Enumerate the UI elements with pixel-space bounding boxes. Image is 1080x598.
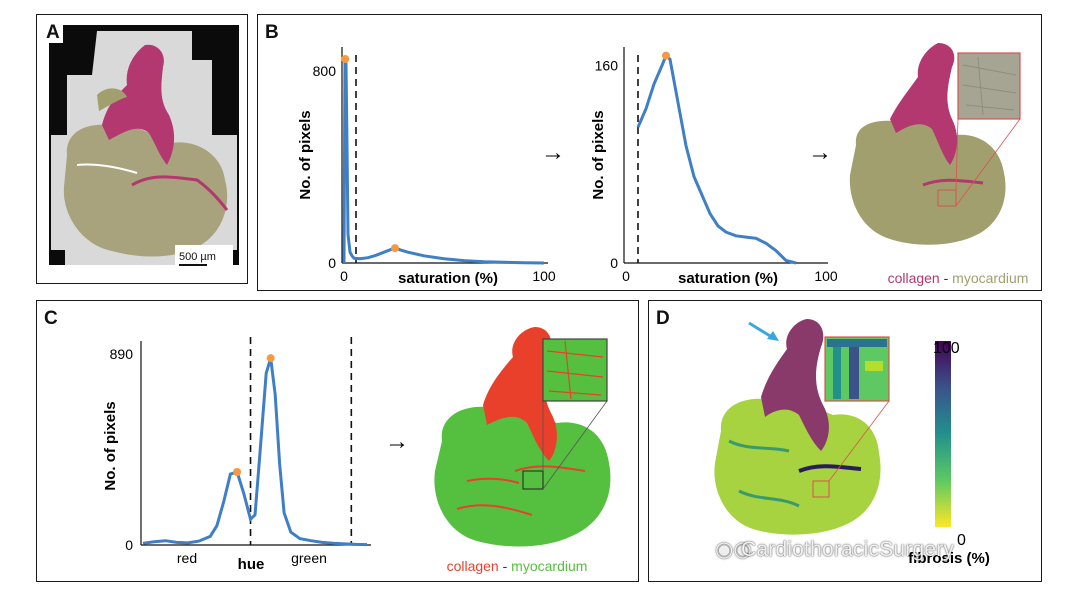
c-y-label: No. of pixels — [102, 401, 119, 490]
tissue-image-a: 500 µm — [49, 25, 239, 267]
c-peak-marker-1 — [233, 467, 242, 476]
panel-d: D 100 0 fi — [648, 300, 1042, 582]
b-roi-box — [937, 189, 957, 207]
d-arrow-icon — [767, 331, 779, 341]
d-roi-box — [812, 480, 830, 498]
c-legend: collagen - myocardium — [447, 558, 588, 574]
fibrosis-map — [714, 319, 890, 535]
b2-x-label: saturation (%) — [678, 270, 778, 287]
colorbar-min: 0 — [957, 532, 966, 549]
watermark-text: CardiothoracicSurgery — [741, 538, 955, 561]
d-moderate-fibrosis — [728, 439, 800, 508]
c-category-red: red — [177, 550, 197, 566]
b-roi-connector-2 — [955, 118, 1021, 207]
b2-y-label: No. of pixels — [590, 110, 607, 199]
panel-b: B 0 800 0 100 saturation (%) No. of pixe… — [257, 14, 1042, 291]
myocardium-patch — [97, 88, 127, 111]
arrow-b-2: → — [808, 139, 832, 166]
chart-b-left: 0 800 0 100 saturation (%) No. of pixels — [297, 47, 556, 287]
d-myocardium-map — [714, 397, 881, 535]
b1-peak-marker-2 — [391, 244, 399, 253]
tissue-image-c: collagen - myocardium — [434, 327, 611, 574]
d-zoom-cell — [849, 341, 859, 399]
b-collagen — [890, 43, 958, 165]
scale-bar-box — [175, 245, 233, 267]
b1-xtick-100: 100 — [532, 268, 556, 284]
colorbar-max: 100 — [933, 340, 960, 357]
c-roi-connector-2 — [542, 400, 608, 490]
b1-ytick-800: 800 — [313, 63, 337, 79]
b-zoom-texture — [962, 56, 1017, 116]
c-peak-marker-2 — [266, 354, 275, 363]
d-dense-fibrosis — [798, 464, 862, 473]
b2-ytick-160: 160 — [595, 58, 619, 74]
colorbar-label: fibrosis (%) — [908, 550, 990, 567]
b1-peak-marker-1 — [341, 55, 350, 63]
b-roi-connector-1 — [955, 118, 959, 191]
b2-ytick-0: 0 — [610, 255, 618, 271]
panel-a: A 500 µm — [36, 14, 248, 284]
collagen-tissue — [102, 44, 175, 166]
collagen-strand — [131, 175, 229, 211]
b1-series-line — [342, 58, 545, 265]
panel-b-label: B — [262, 23, 282, 43]
b1-y-label: No. of pixels — [297, 110, 314, 199]
d-collagen-masked — [761, 319, 829, 451]
b1-x-label: saturation (%) — [398, 270, 498, 287]
b-collagen-strand — [922, 178, 984, 187]
watermark: ◉◉CardiothoracicSurgery — [715, 537, 954, 562]
b1-xtick-0: 0 — [340, 268, 348, 284]
c-collagen-strands — [456, 465, 586, 516]
c-legend-myocardium: myocardium — [511, 558, 587, 574]
panel-d-label: D — [653, 309, 673, 329]
arrow-b-1: → — [541, 139, 565, 166]
colorbar — [935, 341, 951, 527]
chart-b-middle: 0 160 0 100 saturation (%) No. of pixels — [590, 47, 838, 287]
c-ytick-0: 0 — [125, 537, 133, 553]
panel-c-label: C — [41, 309, 61, 329]
tissue-crack — [76, 163, 138, 174]
tissue-image-b: collagen - myocardium — [849, 43, 1029, 286]
d-zoom-cell — [827, 339, 887, 347]
wechat-icon: ◉◉ — [715, 538, 753, 561]
b2-xtick-100: 100 — [814, 268, 838, 284]
c-x-label: hue — [238, 556, 265, 573]
scale-bar-text: 500 µm — [179, 251, 216, 263]
b-legend-sep: - — [940, 270, 952, 286]
c-legend-collagen: collagen — [447, 558, 499, 574]
c-legend-sep: - — [499, 558, 511, 574]
c-roi-box — [522, 470, 544, 490]
d-roi-connector — [828, 400, 890, 482]
panel-c-svg: 0 890 red green hue No. of pixels → coll… — [102, 327, 611, 574]
b-legend: collagen - myocardium — [888, 270, 1029, 286]
b1-ytick-0: 0 — [328, 255, 336, 271]
b-legend-myocardium: myocardium — [952, 270, 1028, 286]
d-zoom-cell — [833, 339, 841, 399]
c-zoom-texture — [546, 340, 604, 400]
b2-peak-marker-1 — [662, 51, 670, 60]
d-zoom-cell — [865, 361, 883, 371]
b2-xtick-0: 0 — [622, 268, 630, 284]
b-legend-collagen: collagen — [888, 270, 940, 286]
panel-a-label: A — [43, 23, 63, 43]
b2-series-line — [636, 53, 797, 265]
chart-c: 0 890 red green hue No. of pixels — [102, 337, 371, 573]
c-ytick-890: 890 — [110, 346, 134, 362]
myocardium-tissue — [63, 124, 228, 257]
c-myocardium — [434, 405, 611, 547]
c-zoom-inset — [542, 338, 608, 402]
panel-d-svg: 100 0 fibrosis (%) — [714, 319, 990, 567]
panel-c: C 0 890 red green hue No. of pixels → — [36, 300, 639, 582]
arrow-c: → — [385, 428, 409, 455]
c-series-line — [142, 357, 368, 547]
panel-b-svg: 0 800 0 100 saturation (%) No. of pixels… — [297, 43, 1029, 287]
c-collagen — [483, 327, 557, 461]
c-category-green: green — [291, 550, 327, 566]
